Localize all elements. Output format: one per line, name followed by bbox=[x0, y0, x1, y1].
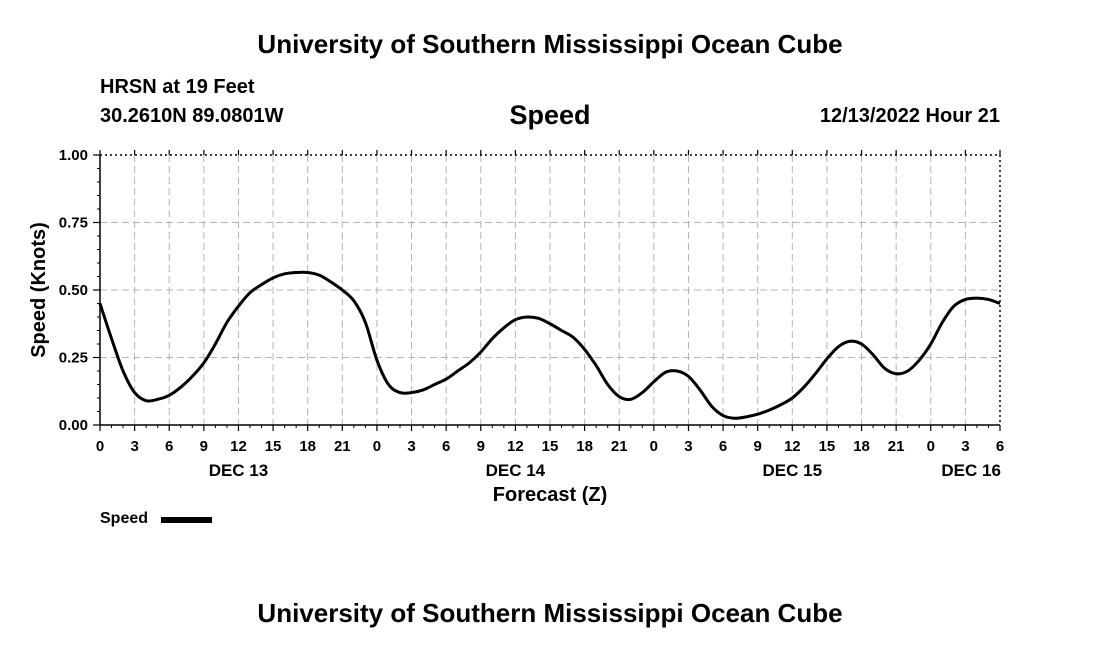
x-tick-label: 12 bbox=[507, 438, 524, 455]
x-tick-label: 15 bbox=[265, 438, 282, 455]
x-tick-label: 18 bbox=[299, 438, 316, 455]
x-tick-label: 21 bbox=[611, 438, 628, 455]
y-tick-label: 0.25 bbox=[59, 350, 88, 367]
grid-lines bbox=[100, 155, 1000, 425]
series-layer bbox=[98, 270, 1001, 420]
y-tick-label: 0.75 bbox=[59, 215, 88, 232]
y-tick-label: 0.50 bbox=[59, 282, 88, 299]
x-tick-label: 12 bbox=[230, 438, 247, 455]
x-tick-label: 18 bbox=[853, 438, 870, 455]
x-tick-label: 3 bbox=[407, 438, 415, 455]
footer-title: University of Southern Mississippi Ocean… bbox=[257, 598, 843, 628]
x-tick-label: 0 bbox=[927, 438, 935, 455]
day-label: DEC 14 bbox=[486, 461, 546, 480]
chart-title: Speed bbox=[509, 100, 591, 130]
x-tick-label: 9 bbox=[477, 438, 485, 455]
speed-series-line bbox=[98, 270, 1001, 420]
y-axis-title: Speed (Knots) bbox=[28, 222, 50, 358]
axes bbox=[93, 150, 1001, 431]
x-tick-label: 18 bbox=[576, 438, 593, 455]
legend-label: Speed bbox=[100, 510, 149, 527]
axis-labels: 0 3 6 9 12 15 18 21 0 3 6 9 12 15 18 21 0 3 6 9 12 15 18 21 0 3 6 0… bbox=[28, 147, 1004, 506]
x-tick-label: 9 bbox=[200, 438, 208, 455]
speed-chart: 0 3 6 9 12 15 18 21 0 3 6 9 12 15 18 21 0 3 6 9 12 15 18 21 0 3 6 0… bbox=[28, 147, 1004, 506]
x-tick-label: 6 bbox=[996, 438, 1004, 455]
x-tick-label: 6 bbox=[719, 438, 727, 455]
x-tick-label: 15 bbox=[819, 438, 836, 455]
datetime-label: 12/13/2022 Hour 21 bbox=[819, 105, 1000, 127]
legend-line-swatch bbox=[161, 517, 212, 523]
x-tick-label: 12 bbox=[784, 438, 801, 455]
coordinates-label: 30.2610N 89.0801W bbox=[100, 105, 284, 127]
day-label: DEC 15 bbox=[763, 461, 823, 480]
x-tick-label: 6 bbox=[165, 438, 173, 455]
x-tick-label: 15 bbox=[542, 438, 559, 455]
day-label: DEC 16 bbox=[941, 461, 1001, 480]
y-tick-label: 0.00 bbox=[59, 417, 88, 434]
station-label: HRSN at 19 Feet bbox=[100, 76, 255, 98]
x-tick-label: 3 bbox=[684, 438, 692, 455]
page-title: University of Southern Mississippi Ocean… bbox=[257, 29, 843, 59]
x-tick-label: 0 bbox=[96, 438, 104, 455]
x-tick-label: 0 bbox=[373, 438, 381, 455]
y-tick-label: 1.00 bbox=[59, 147, 88, 164]
x-tick-label: 6 bbox=[442, 438, 450, 455]
x-tick-label: 3 bbox=[961, 438, 969, 455]
x-tick-label: 21 bbox=[888, 438, 905, 455]
day-label: DEC 13 bbox=[209, 461, 269, 480]
x-axis-title: Forecast (Z) bbox=[493, 484, 607, 506]
x-tick-label: 9 bbox=[754, 438, 762, 455]
x-tick-label: 0 bbox=[650, 438, 658, 455]
x-tick-label: 21 bbox=[334, 438, 351, 455]
x-tick-label: 3 bbox=[130, 438, 138, 455]
